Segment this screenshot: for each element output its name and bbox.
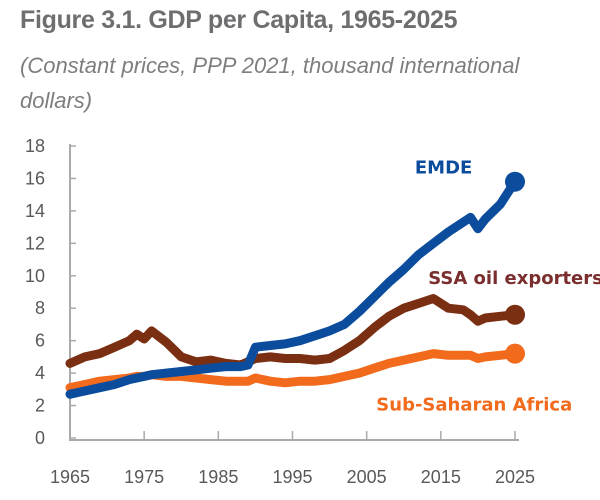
series-endpoint-emde <box>505 171 525 192</box>
y-tick-label: 14 <box>25 201 45 221</box>
series-label-sub-saharan-africa: Sub-Saharan Africa <box>376 394 572 415</box>
x-tick-label: 1965 <box>50 467 90 487</box>
series-endpoint-ssa-oil-exporters <box>505 304 525 325</box>
y-tick-label: 16 <box>25 168 45 188</box>
x-tick-label: 1995 <box>272 467 312 487</box>
y-tick-label: 10 <box>25 266 45 286</box>
y-tick-label: 8 <box>35 298 45 318</box>
y-tick-label: 0 <box>35 428 45 448</box>
series-endpoint-sub-saharan-africa <box>505 343 525 364</box>
series-label-emde: EMDE <box>415 158 472 179</box>
y-tick-label: 6 <box>35 331 45 351</box>
chart-subtitle: (Constant prices, PPP 2021, thousand int… <box>20 53 520 113</box>
x-tick-label: 1985 <box>198 467 238 487</box>
x-tick-label: 1975 <box>124 467 164 487</box>
chart-title: Figure 3.1. GDP per Capita, 1965-2025 <box>20 6 458 34</box>
x-tick-label: 2025 <box>495 467 535 487</box>
y-tick-label: 12 <box>25 233 45 253</box>
series-line-ssa-oil-exporters <box>65 294 520 370</box>
series-labels: EMDE SSA oil exporters Sub-Saharan Africa <box>376 158 600 416</box>
x-tick-label: 2015 <box>421 467 461 487</box>
y-tick-label: 18 <box>25 136 45 156</box>
y-tick-label: 4 <box>35 363 45 383</box>
series-line-emde <box>65 177 520 399</box>
x-tick-label: 2005 <box>347 467 387 487</box>
axes: 0 2 4 6 8 10 12 14 16 18 1965 1975 1985 1995 2005 2015 2… <box>25 136 535 487</box>
y-tick-label: 2 <box>35 396 45 416</box>
series-label-ssa-oil-exporters: SSA oil exporters <box>428 268 600 289</box>
series-layer <box>65 171 525 399</box>
